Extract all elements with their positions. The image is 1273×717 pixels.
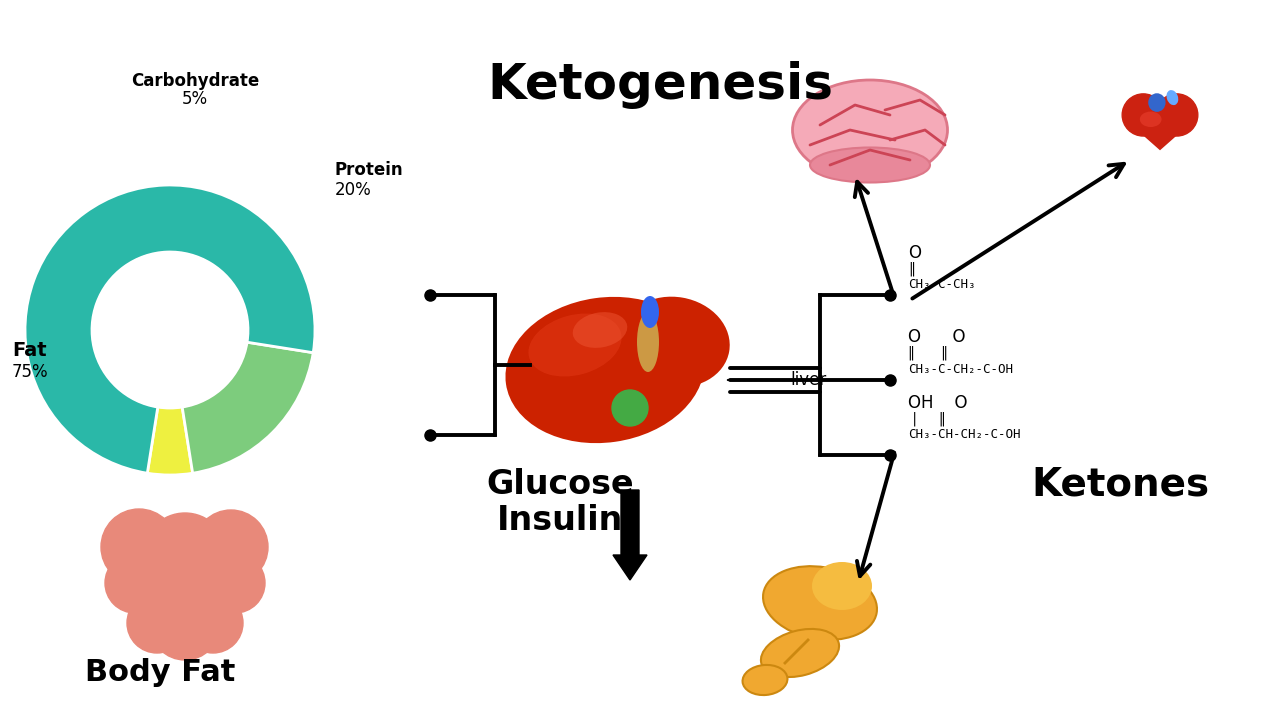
Text: O: O	[908, 244, 920, 262]
Ellipse shape	[505, 297, 704, 443]
Text: Protein: Protein	[335, 161, 404, 179]
Text: 20%: 20%	[335, 181, 372, 199]
Circle shape	[104, 553, 165, 613]
Ellipse shape	[1139, 112, 1161, 127]
Ellipse shape	[761, 629, 839, 677]
Ellipse shape	[636, 312, 659, 372]
Circle shape	[101, 509, 177, 585]
Wedge shape	[25, 185, 314, 473]
Text: 5%: 5%	[182, 90, 207, 108]
Text: CH₃-C-CH₂-C-OH: CH₃-C-CH₂-C-OH	[908, 363, 1013, 376]
Ellipse shape	[793, 80, 947, 180]
Text: Glucose: Glucose	[486, 468, 634, 501]
Ellipse shape	[812, 562, 872, 610]
Ellipse shape	[1148, 93, 1166, 112]
Circle shape	[125, 557, 197, 629]
Circle shape	[205, 553, 265, 613]
Ellipse shape	[763, 566, 877, 640]
Ellipse shape	[742, 665, 788, 695]
Text: CH₃-C-CH₃: CH₃-C-CH₃	[908, 278, 975, 291]
Text: ‖: ‖	[908, 262, 915, 277]
Text: ‖      ‖: ‖ ‖	[908, 346, 948, 361]
Circle shape	[1156, 94, 1198, 136]
Circle shape	[127, 593, 187, 653]
Ellipse shape	[620, 297, 729, 387]
Circle shape	[183, 593, 243, 653]
Ellipse shape	[1166, 90, 1179, 105]
Text: Fat: Fat	[11, 341, 47, 359]
Text: Carbohydrate: Carbohydrate	[131, 72, 260, 90]
Text: 75%: 75%	[11, 363, 48, 381]
Text: Body Fat: Body Fat	[85, 658, 236, 687]
Text: Insulin: Insulin	[496, 503, 624, 536]
Polygon shape	[1123, 118, 1197, 151]
Text: CH₃-CH-CH₂-C-OH: CH₃-CH-CH₂-C-OH	[908, 428, 1021, 441]
Circle shape	[150, 590, 220, 660]
Circle shape	[92, 252, 248, 408]
Text: OH    O: OH O	[908, 394, 967, 412]
Text: |     ‖: | ‖	[908, 412, 946, 427]
Circle shape	[173, 557, 244, 629]
Circle shape	[143, 513, 227, 597]
Ellipse shape	[810, 148, 931, 183]
Circle shape	[193, 510, 269, 584]
Wedge shape	[182, 342, 313, 473]
FancyArrow shape	[614, 490, 647, 580]
Text: Ketogenesis: Ketogenesis	[488, 61, 833, 109]
Text: O      O: O O	[908, 328, 965, 346]
Wedge shape	[148, 407, 192, 475]
Circle shape	[1123, 94, 1165, 136]
Circle shape	[612, 390, 648, 426]
Text: liver: liver	[728, 371, 826, 389]
Text: Ketones: Ketones	[1031, 466, 1209, 504]
Ellipse shape	[642, 296, 659, 328]
Ellipse shape	[528, 313, 621, 376]
Ellipse shape	[573, 312, 628, 348]
